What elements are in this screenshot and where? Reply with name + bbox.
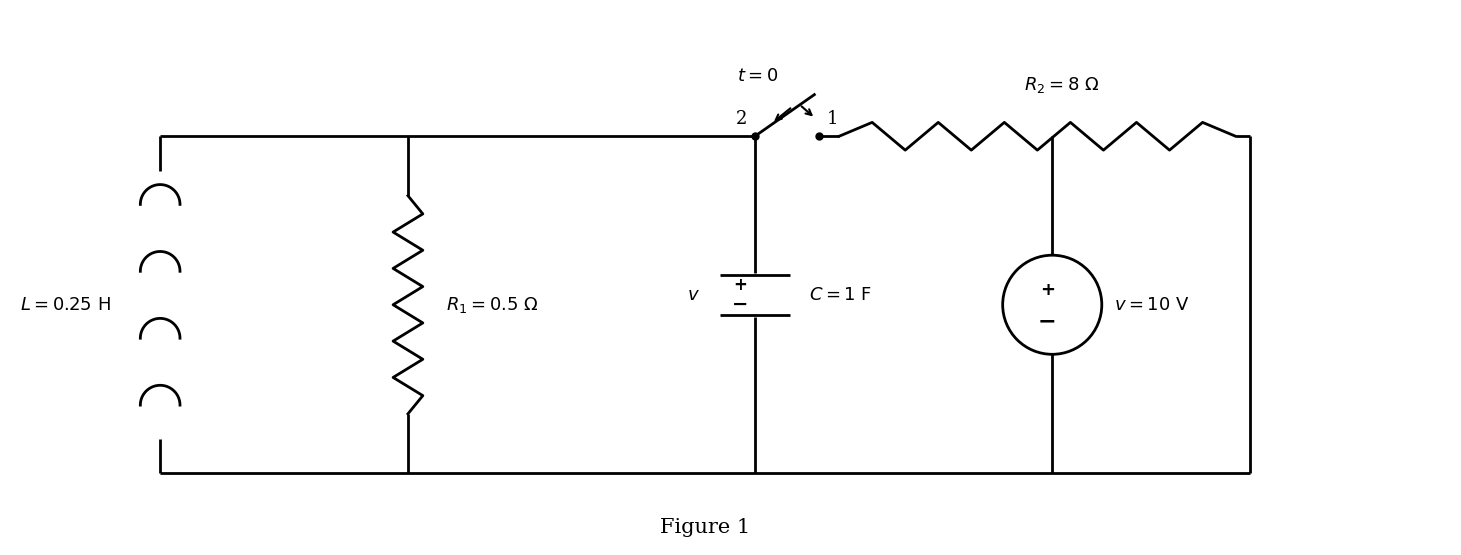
Text: −: −: [1037, 311, 1056, 331]
Text: $v$: $v$: [688, 286, 700, 304]
Text: 1: 1: [827, 110, 839, 128]
Text: +: +: [1040, 281, 1055, 299]
Text: Figure 1: Figure 1: [660, 518, 751, 537]
Text: $L = 0.25\ \mathrm{H}$: $L = 0.25\ \mathrm{H}$: [20, 296, 111, 314]
Text: +: +: [733, 276, 747, 294]
Text: $R_2 = 8\ \Omega$: $R_2 = 8\ \Omega$: [1024, 74, 1100, 94]
Text: $t = 0$: $t = 0$: [736, 67, 779, 85]
Text: $C = 1\ \mathrm{F}$: $C = 1\ \mathrm{F}$: [809, 286, 872, 304]
Text: 2: 2: [735, 110, 747, 128]
Text: $R_1 = 0.5\ \Omega$: $R_1 = 0.5\ \Omega$: [446, 295, 538, 315]
Text: −: −: [732, 295, 748, 314]
Text: $v = 10\ \mathrm{V}$: $v = 10\ \mathrm{V}$: [1113, 296, 1189, 314]
